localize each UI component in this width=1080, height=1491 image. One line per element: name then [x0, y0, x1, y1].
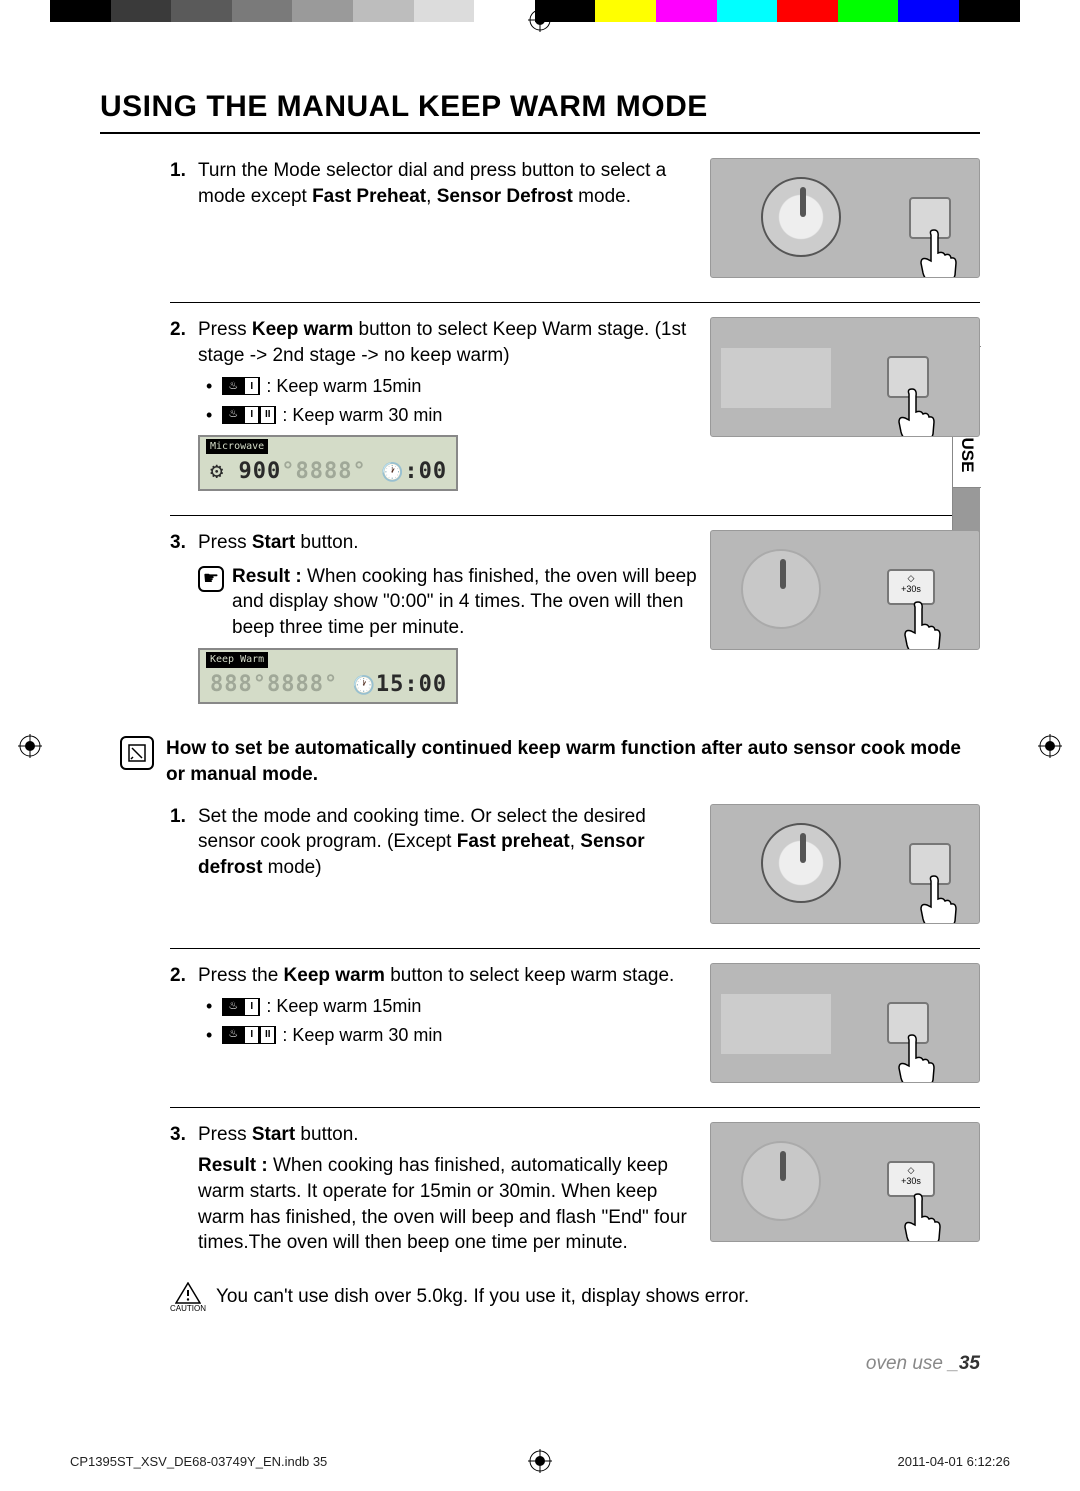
hand-pointer-icon [895, 1189, 945, 1242]
hand-pointer-icon [889, 1030, 939, 1083]
hand-pointer-icon [895, 597, 945, 650]
print-footer: CP1395ST_XSV_DE68-03749Y_EN.indb 35 2011… [70, 1454, 1010, 1469]
hand-pointer-icon [911, 225, 961, 278]
registration-mark [1038, 734, 1062, 758]
step-3: 3. Press Start button. ☛ Result : When c… [100, 530, 980, 717]
lcd-display: Keep Warm 888°8888° 🕐15:00 [198, 648, 458, 704]
page-title: USING THE MANUAL KEEP WARM MODE [100, 90, 980, 134]
keepwarm-2-icon: ♨III [222, 1026, 276, 1044]
caution-note: CAUTION You can't use dish over 5.0kg. I… [170, 1282, 980, 1313]
dial-illustration [710, 158, 980, 278]
start-button-illustration: ◇+30s [710, 530, 980, 650]
keepwarm-2-icon: ♨III [222, 406, 276, 424]
step-2: 2. Press Keep warm button to select Keep… [100, 317, 980, 503]
start-button-illustration: ◇+30s [710, 1122, 980, 1242]
note-icon [120, 736, 154, 770]
step-2b: 2. Press the Keep warm button to select … [100, 963, 980, 1095]
button-press-illustration [710, 963, 980, 1083]
registration-mark [18, 734, 42, 758]
result-pointer-icon: ☛ [198, 566, 224, 592]
button-press-illustration [710, 317, 980, 437]
page-content: USING THE MANUAL KEEP WARM MODE 04 OVEN … [100, 90, 980, 1375]
step-1: 1. Turn the Mode selector dial and press… [100, 158, 980, 290]
keepwarm-1-icon: ♨I [222, 377, 260, 395]
step-3b: 3. Press Start button. Result : When coo… [100, 1122, 980, 1268]
caution-icon: CAUTION [170, 1282, 206, 1313]
lcd-display: Microwave ⚙ 900°8888° 🕐:00 [198, 435, 458, 491]
hand-pointer-icon [889, 384, 939, 437]
dial-illustration [710, 804, 980, 924]
page-footer: oven use _35 [100, 1353, 980, 1375]
registration-mark [528, 8, 552, 32]
keepwarm-1-icon: ♨I [222, 998, 260, 1016]
note-box: How to set be automatically continued ke… [120, 736, 980, 787]
hand-pointer-icon [911, 871, 961, 924]
step-1b: 1. Set the mode and cooking time. Or sel… [100, 804, 980, 936]
